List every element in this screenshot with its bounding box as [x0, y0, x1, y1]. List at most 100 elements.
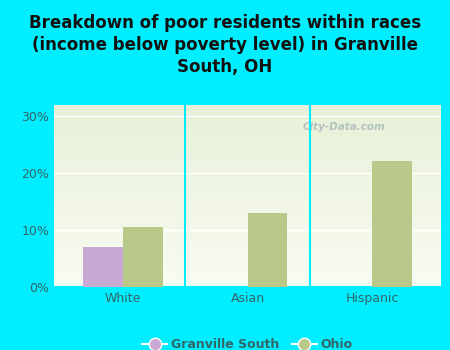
Bar — [54, 125, 441, 127]
Bar — [54, 271, 441, 272]
Bar — [54, 112, 441, 114]
Bar — [54, 251, 441, 252]
Bar — [54, 202, 441, 203]
Bar — [54, 172, 441, 174]
Bar — [54, 187, 441, 189]
Bar — [54, 229, 441, 231]
Bar — [54, 163, 441, 165]
Bar — [54, 141, 441, 143]
Bar — [54, 256, 441, 258]
Bar — [54, 241, 441, 243]
Bar — [54, 232, 441, 234]
Bar — [54, 176, 441, 178]
Bar — [54, 212, 441, 214]
Bar — [54, 261, 441, 263]
Bar — [54, 143, 441, 145]
Bar — [54, 196, 441, 198]
Text: Breakdown of poor residents within races
(income below poverty level) in Granvil: Breakdown of poor residents within races… — [29, 14, 421, 76]
Bar — [54, 136, 441, 138]
Bar — [54, 114, 441, 116]
Bar — [54, 276, 441, 278]
Bar — [54, 274, 441, 276]
Bar — [54, 245, 441, 247]
Bar — [54, 198, 441, 199]
Bar — [54, 218, 441, 220]
Bar — [54, 280, 441, 281]
Bar — [54, 132, 441, 134]
Bar — [54, 199, 441, 202]
Bar — [54, 254, 441, 256]
Bar — [54, 131, 441, 132]
Bar — [54, 209, 441, 211]
Bar — [54, 134, 441, 136]
Bar — [54, 111, 441, 112]
Bar — [54, 120, 441, 121]
Bar — [54, 216, 441, 218]
Legend: Granville South, Ohio: Granville South, Ohio — [137, 333, 358, 350]
Bar — [54, 129, 441, 131]
Bar — [54, 214, 441, 216]
Bar — [54, 183, 441, 185]
Bar — [54, 285, 441, 287]
Bar — [54, 140, 441, 141]
Bar — [54, 252, 441, 254]
Bar — [54, 161, 441, 163]
Bar — [54, 220, 441, 222]
Bar — [248, 213, 288, 287]
Bar — [54, 234, 441, 236]
Bar — [54, 258, 441, 260]
Bar — [54, 118, 441, 120]
Bar — [54, 247, 441, 249]
Bar — [54, 211, 441, 212]
Bar — [54, 205, 441, 207]
Bar — [54, 121, 441, 123]
Bar — [54, 222, 441, 223]
Bar — [54, 180, 441, 181]
Bar — [54, 108, 441, 111]
Bar — [54, 240, 441, 242]
Bar — [54, 165, 441, 167]
Bar — [54, 281, 441, 284]
Bar — [54, 265, 441, 267]
Bar — [54, 154, 441, 156]
Bar — [54, 203, 441, 205]
Bar — [54, 243, 441, 245]
Bar — [54, 149, 441, 150]
Bar — [54, 263, 441, 265]
Bar — [54, 238, 441, 240]
Bar — [54, 267, 441, 269]
Bar — [54, 207, 441, 209]
Bar — [54, 138, 441, 140]
Bar — [54, 105, 441, 107]
Text: City-Data.com: City-Data.com — [303, 122, 386, 132]
Bar — [54, 123, 441, 125]
Bar — [54, 152, 441, 154]
Bar — [54, 178, 441, 180]
Bar — [123, 227, 162, 287]
Bar — [54, 170, 441, 172]
Bar — [54, 174, 441, 176]
Bar — [54, 147, 441, 149]
Bar — [54, 127, 441, 129]
Bar — [54, 193, 441, 194]
Bar — [54, 158, 441, 160]
Bar — [54, 189, 441, 190]
Bar — [54, 167, 441, 169]
Bar — [54, 260, 441, 261]
Bar — [54, 194, 441, 196]
Bar — [54, 169, 441, 170]
Bar — [54, 223, 441, 225]
Bar — [54, 231, 441, 232]
Bar — [54, 278, 441, 280]
Bar — [54, 107, 441, 108]
Bar — [54, 249, 441, 251]
Bar — [54, 269, 441, 271]
Bar — [54, 284, 441, 285]
Bar — [54, 160, 441, 161]
Bar — [54, 272, 441, 274]
Bar — [54, 227, 441, 229]
Bar — [54, 181, 441, 183]
Bar — [54, 116, 441, 118]
Bar — [54, 236, 441, 238]
Bar — [372, 161, 412, 287]
